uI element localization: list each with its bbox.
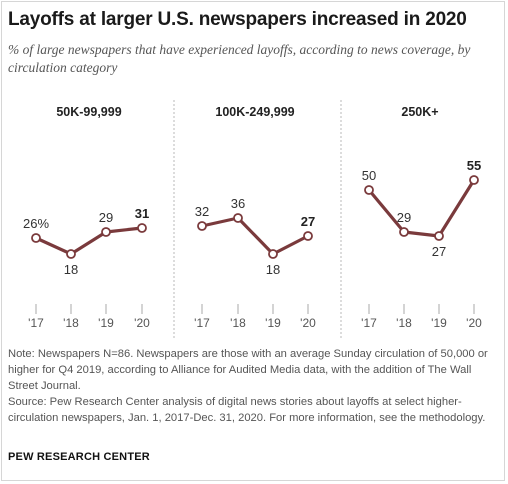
data-point [434,231,444,241]
chart-subtitle: % of large newspapers that have experien… [8,42,471,75]
data-point [303,231,313,241]
panel-title: 250K+ [401,105,438,119]
data-label: 27 [301,214,315,229]
data-label: 27 [432,244,446,259]
data-label: 18 [64,262,78,277]
data-point [66,249,76,259]
data-point [197,221,207,231]
data-label: 26% [23,216,49,231]
series-line [367,178,476,238]
x-tick-label: '17 [194,316,210,330]
data-point [137,223,147,233]
x-tick-label: '19 [98,316,114,330]
x-tick-label: '17 [361,316,377,330]
note-text: Note: Newspapers N=86. Newspapers are th… [8,348,488,392]
data-label: 50 [362,168,376,183]
x-tick-label: '20 [134,316,150,330]
data-point [268,249,278,259]
data-point [364,185,374,195]
notes-block: Note: Newspapers N=86. Newspapers are th… [8,346,502,426]
x-tick-label: '20 [466,316,482,330]
data-label: 55 [467,158,481,173]
brand-footer: PEW RESEARCH CENTER [8,451,150,463]
data-label: 31 [135,206,149,221]
data-point [469,175,479,185]
data-point [399,227,409,237]
x-tick-label: '19 [431,316,447,330]
panel-title: 50K-99,999 [56,105,121,119]
data-label: 18 [266,262,280,277]
x-tick-label: '18 [230,316,246,330]
x-tick-label: '19 [265,316,281,330]
data-point [31,233,41,243]
source-text: Source: Pew Research Center analysis of … [8,396,486,424]
x-tick-label: '17 [28,316,44,330]
chart-title: Layoffs at larger U.S. newspapers increa… [8,9,467,30]
data-point [233,213,243,223]
x-tick-label: '18 [63,316,79,330]
data-label: 29 [99,210,113,225]
x-tick-label: '18 [396,316,412,330]
x-tick-label: '20 [300,316,316,330]
series-line [200,216,310,256]
series-line [34,226,144,256]
data-label: 29 [397,210,411,225]
data-label: 36 [231,196,245,211]
data-label: 32 [195,204,209,219]
panel-title: 100K-249,999 [215,105,294,119]
data-point [101,227,111,237]
